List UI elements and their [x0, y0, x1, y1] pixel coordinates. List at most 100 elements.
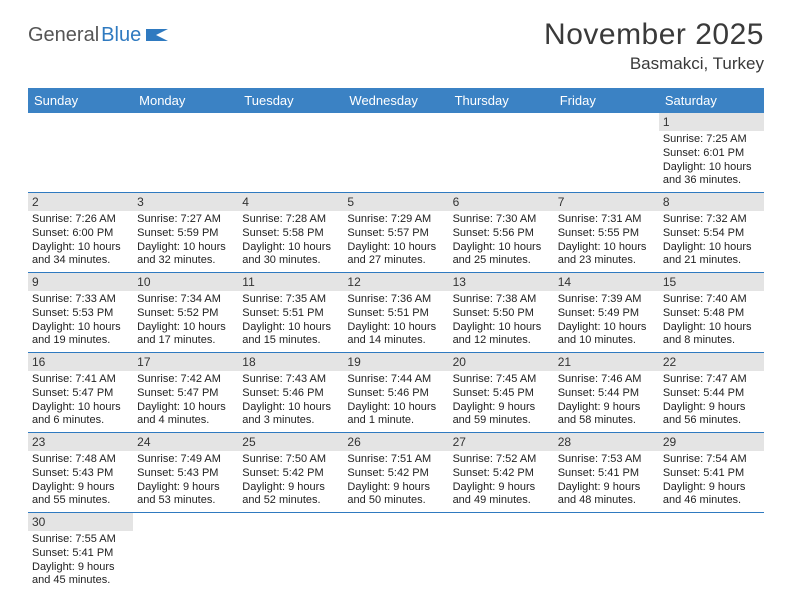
calendar-cell [659, 513, 764, 592]
sunset-text: Sunset: 5:48 PM [663, 307, 760, 321]
daylight-text: Daylight: 10 hours and 23 minutes. [558, 241, 655, 269]
sunrise-text: Sunrise: 7:38 AM [453, 293, 550, 307]
day-number: 25 [238, 433, 343, 451]
day-header: Monday [133, 88, 238, 113]
page: GeneralBlue November 2025 Basmakci, Turk… [0, 0, 792, 592]
calendar-cell: 11Sunrise: 7:35 AMSunset: 5:51 PMDayligh… [238, 273, 343, 352]
day-header: Tuesday [238, 88, 343, 113]
sunset-text: Sunset: 5:43 PM [32, 467, 129, 481]
sunrise-text: Sunrise: 7:41 AM [32, 373, 129, 387]
calendar-cell [133, 513, 238, 592]
daylight-text: Daylight: 10 hours and 27 minutes. [347, 241, 444, 269]
day-info: Sunrise: 7:47 AMSunset: 5:44 PMDaylight:… [663, 373, 760, 428]
sunrise-text: Sunrise: 7:50 AM [242, 453, 339, 467]
logo: GeneralBlue [28, 24, 170, 47]
calendar-cell [554, 113, 659, 192]
sunrise-text: Sunrise: 7:44 AM [347, 373, 444, 387]
sunrise-text: Sunrise: 7:43 AM [242, 373, 339, 387]
calendar-cell: 10Sunrise: 7:34 AMSunset: 5:52 PMDayligh… [133, 273, 238, 352]
calendar-cell: 24Sunrise: 7:49 AMSunset: 5:43 PMDayligh… [133, 433, 238, 512]
calendar-cell: 20Sunrise: 7:45 AMSunset: 5:45 PMDayligh… [449, 353, 554, 432]
calendar-cell: 17Sunrise: 7:42 AMSunset: 5:47 PMDayligh… [133, 353, 238, 432]
day-number: 28 [554, 433, 659, 451]
day-info: Sunrise: 7:43 AMSunset: 5:46 PMDaylight:… [242, 373, 339, 428]
calendar-header-row: Sunday Monday Tuesday Wednesday Thursday… [28, 88, 764, 113]
calendar-cell: 6Sunrise: 7:30 AMSunset: 5:56 PMDaylight… [449, 193, 554, 272]
day-number: 5 [343, 193, 448, 211]
day-info: Sunrise: 7:29 AMSunset: 5:57 PMDaylight:… [347, 213, 444, 268]
sunset-text: Sunset: 5:43 PM [137, 467, 234, 481]
calendar-week: 30Sunrise: 7:55 AMSunset: 5:41 PMDayligh… [28, 513, 764, 592]
day-number: 13 [449, 273, 554, 291]
day-number: 26 [343, 433, 448, 451]
day-info: Sunrise: 7:53 AMSunset: 5:41 PMDaylight:… [558, 453, 655, 508]
sunrise-text: Sunrise: 7:28 AM [242, 213, 339, 227]
sunset-text: Sunset: 5:49 PM [558, 307, 655, 321]
sunset-text: Sunset: 5:51 PM [347, 307, 444, 321]
sunset-text: Sunset: 5:42 PM [242, 467, 339, 481]
calendar-cell: 1Sunrise: 7:25 AMSunset: 6:01 PMDaylight… [659, 113, 764, 192]
calendar-cell: 2Sunrise: 7:26 AMSunset: 6:00 PMDaylight… [28, 193, 133, 272]
sunrise-text: Sunrise: 7:51 AM [347, 453, 444, 467]
day-number: 17 [133, 353, 238, 371]
day-number: 18 [238, 353, 343, 371]
day-info: Sunrise: 7:31 AMSunset: 5:55 PMDaylight:… [558, 213, 655, 268]
day-number: 11 [238, 273, 343, 291]
calendar-cell: 14Sunrise: 7:39 AMSunset: 5:49 PMDayligh… [554, 273, 659, 352]
day-info: Sunrise: 7:54 AMSunset: 5:41 PMDaylight:… [663, 453, 760, 508]
daylight-text: Daylight: 9 hours and 56 minutes. [663, 401, 760, 429]
calendar-cell [343, 513, 448, 592]
calendar-cell: 16Sunrise: 7:41 AMSunset: 5:47 PMDayligh… [28, 353, 133, 432]
day-number: 24 [133, 433, 238, 451]
calendar-cell: 23Sunrise: 7:48 AMSunset: 5:43 PMDayligh… [28, 433, 133, 512]
calendar-cell: 15Sunrise: 7:40 AMSunset: 5:48 PMDayligh… [659, 273, 764, 352]
calendar-cell: 19Sunrise: 7:44 AMSunset: 5:46 PMDayligh… [343, 353, 448, 432]
daylight-text: Daylight: 9 hours and 52 minutes. [242, 481, 339, 509]
calendar-cell: 30Sunrise: 7:55 AMSunset: 5:41 PMDayligh… [28, 513, 133, 592]
calendar-cell: 18 Sunrise: 7:43 AMSunset: 5:46 PMDayligh… [238, 353, 343, 432]
calendar-cell: 21Sunrise: 7:46 AMSunset: 5:44 PMDayligh… [554, 353, 659, 432]
sunrise-text: Sunrise: 7:46 AM [558, 373, 655, 387]
daylight-text: Daylight: 10 hours and 25 minutes. [453, 241, 550, 269]
calendar-cell [133, 113, 238, 192]
day-header: Saturday [659, 88, 764, 113]
day-info: Sunrise: 7:27 AMSunset: 5:59 PMDaylight:… [137, 213, 234, 268]
calendar-cell [449, 113, 554, 192]
day-number: 12 [343, 273, 448, 291]
daylight-text: Daylight: 9 hours and 49 minutes. [453, 481, 550, 509]
sunrise-text: Sunrise: 7:42 AM [137, 373, 234, 387]
day-info: Sunrise: 7:26 AMSunset: 6:00 PMDaylight:… [32, 213, 129, 268]
calendar-cell [238, 113, 343, 192]
calendar-cell: 28 Sunrise: 7:53 AMSunset: 5:41 PMDayligh… [554, 433, 659, 512]
day-info: Sunrise: 7:32 AMSunset: 5:54 PMDaylight:… [663, 213, 760, 268]
sunset-text: Sunset: 5:44 PM [663, 387, 760, 401]
day-number: 10 [133, 273, 238, 291]
sunrise-text: Sunrise: 7:45 AM [453, 373, 550, 387]
daylight-text: Daylight: 10 hours and 21 minutes. [663, 241, 760, 269]
day-info: Sunrise: 7:48 AMSunset: 5:43 PMDaylight:… [32, 453, 129, 508]
daylight-text: Daylight: 10 hours and 34 minutes. [32, 241, 129, 269]
sunrise-text: Sunrise: 7:25 AM [663, 133, 760, 147]
day-info: Sunrise: 7:39 AMSunset: 5:49 PMDaylight:… [558, 293, 655, 348]
calendar-cell: 8 Sunrise: 7:32 AMSunset: 5:54 PMDaylight… [659, 193, 764, 272]
calendar-week: 2Sunrise: 7:26 AMSunset: 6:00 PMDaylight… [28, 193, 764, 273]
sunrise-text: Sunrise: 7:39 AM [558, 293, 655, 307]
daylight-text: Daylight: 10 hours and 4 minutes. [137, 401, 234, 429]
sunrise-text: Sunrise: 7:52 AM [453, 453, 550, 467]
daylight-text: Daylight: 10 hours and 17 minutes. [137, 321, 234, 349]
sunrise-text: Sunrise: 7:40 AM [663, 293, 760, 307]
daylight-text: Daylight: 10 hours and 30 minutes. [242, 241, 339, 269]
daylight-text: Daylight: 10 hours and 8 minutes. [663, 321, 760, 349]
sunset-text: Sunset: 5:44 PM [558, 387, 655, 401]
sunrise-text: Sunrise: 7:34 AM [137, 293, 234, 307]
daylight-text: Daylight: 10 hours and 12 minutes. [453, 321, 550, 349]
day-info: Sunrise: 7:40 AMSunset: 5:48 PMDaylight:… [663, 293, 760, 348]
calendar-cell: 22Sunrise: 7:47 AMSunset: 5:44 PMDayligh… [659, 353, 764, 432]
day-number: 8 [659, 193, 764, 211]
calendar-body: 1Sunrise: 7:25 AMSunset: 6:01 PMDaylight… [28, 113, 764, 592]
day-header: Thursday [449, 88, 554, 113]
day-number: 30 [28, 513, 133, 531]
daylight-text: Daylight: 9 hours and 55 minutes. [32, 481, 129, 509]
daylight-text: Daylight: 10 hours and 32 minutes. [137, 241, 234, 269]
calendar-week: 1Sunrise: 7:25 AMSunset: 6:01 PMDaylight… [28, 113, 764, 193]
